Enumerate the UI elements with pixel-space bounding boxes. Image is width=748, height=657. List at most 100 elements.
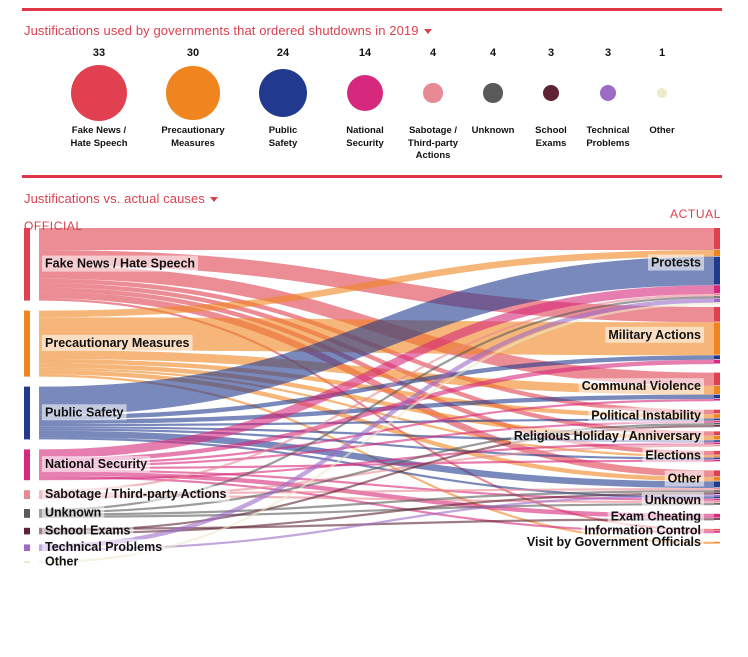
target-segment-exam-cheating-school-exams (714, 518, 720, 520)
bubble-sabotage-third-party-actions[interactable] (423, 83, 443, 103)
target-segment-other-precautionary-measures (714, 477, 720, 481)
target-label-elections: Elections (645, 449, 701, 463)
bubble-label-precautionary-measures: Precautionary Measures (161, 125, 225, 149)
source-node-other[interactable] (24, 561, 30, 564)
flow-sabotage-third-party-actions-to-protests[interactable] (38, 294, 715, 493)
source-node-fake-news-hate-speech[interactable] (24, 228, 30, 301)
target-segment-elections-precautionary-measures (714, 455, 720, 457)
source-label-public-safety-backdrop (42, 404, 127, 421)
flow-school-exams-to-exam-cheating[interactable] (38, 518, 715, 530)
source-label-precautionary-measures: Precautionary Measures (45, 336, 190, 350)
source-node-school-exams[interactable] (24, 527, 30, 535)
target-segment-other-sabotage-third-party-actions (714, 488, 720, 490)
target-label-communal-violence-backdrop (578, 378, 705, 395)
bubble-label-national-security: National Security (346, 125, 384, 149)
flow-national-security-to-religious-holiday-anniversary[interactable] (38, 442, 715, 481)
target-segment-religious-holiday-anniversary-public-safety (714, 440, 720, 442)
flow-national-security-to-protests[interactable] (38, 285, 715, 459)
target-segment-other-public-safety (714, 481, 720, 488)
target-segment-information-control-national-security (714, 531, 720, 533)
flow-public-safety-to-military-actions[interactable] (38, 355, 715, 420)
flow-fake-news-hate-speech-to-other[interactable] (38, 291, 715, 477)
flow-technical-problems-to-protests[interactable] (38, 298, 715, 549)
target-segment-unknown-sabotage-third-party-actions (714, 500, 720, 503)
source-label-public-safety: Public Safety (45, 405, 124, 419)
source-node-unknown[interactable] (24, 509, 30, 518)
target-label-unknown-backdrop (641, 492, 704, 509)
flow-public-safety-to-protests[interactable] (38, 256, 715, 416)
flow-other-to-protests[interactable] (38, 302, 715, 564)
target-segment-unknown-unknown (714, 503, 720, 505)
target-segment-information-control-fake-news-hate-speech (714, 528, 720, 531)
source-node-national-security[interactable] (24, 449, 30, 481)
target-segment-protests-unknown (714, 296, 720, 298)
source-node-technical-problems[interactable] (24, 544, 30, 551)
middle-rule (22, 175, 722, 178)
sankey-section-title[interactable]: Justifications vs. actual causes (24, 191, 218, 206)
bubble-section-title[interactable]: Justifications used by governments that … (24, 23, 432, 38)
flow-unknown-to-other[interactable] (38, 490, 715, 516)
source-node-precautionary-measures[interactable] (24, 310, 30, 377)
sankey-section-title-text: Justifications vs. actual causes (24, 191, 205, 206)
target-label-political-instability: Political Instability (591, 409, 701, 423)
bubble-national-security[interactable] (346, 74, 384, 112)
target-segment-communal-violence-national-security (714, 399, 720, 401)
target-segment-religious-holiday-anniversary-sabotage-third-party-actions (714, 444, 720, 447)
source-label-precautionary-measures-backdrop (42, 334, 193, 351)
target-label-communal-violence: Communal Violence (582, 379, 701, 393)
target-segment-elections-fake-news-hate-speech (714, 450, 720, 455)
flow-national-security-to-military-actions[interactable] (38, 359, 715, 463)
source-label-school-exams: School Exams (45, 523, 130, 537)
source-label-school-exams-backdrop (42, 522, 134, 539)
flow-national-security-to-elections[interactable] (38, 459, 715, 470)
target-segment-unknown-public-safety (714, 496, 720, 499)
target-segment-unknown-national-security (714, 498, 720, 501)
bubble-count-precautionary-measures: 30 (186, 47, 200, 59)
bubble-public-safety[interactable] (259, 69, 307, 117)
chevron-down-icon[interactable] (423, 29, 432, 35)
bubble-other[interactable] (657, 88, 667, 98)
target-segment-communal-violence-fake-news-hate-speech (714, 372, 720, 386)
target-label-military-actions-backdrop (605, 326, 705, 343)
target-segment-protests-national-security (714, 285, 720, 294)
target-label-other-backdrop (664, 470, 705, 487)
target-segment-political-instability-precautionary-measures (714, 414, 720, 418)
flow-national-security-to-political-instability[interactable] (38, 420, 715, 467)
source-node-sabotage-third-party-actions[interactable] (24, 490, 30, 499)
bubble-count-sabotage-third-party-actions: 4 (429, 47, 437, 59)
bubble-technical-problems[interactable] (599, 84, 617, 102)
bubble-count-unknown: 4 (489, 47, 497, 59)
bubble-precautionary-measures[interactable] (166, 66, 220, 120)
bubble-unknown[interactable] (483, 83, 503, 103)
target-segment-protests-precautionary-measures (714, 250, 720, 256)
target-segment-protests-sabotage-third-party-actions (714, 294, 720, 296)
source-label-fake-news-hate-speech: Fake News / Hate Speech (45, 257, 195, 271)
target-label-visit-by-government-officials-backdrop (523, 534, 705, 551)
target-label-elections-backdrop (642, 447, 705, 464)
bubble-school-exams[interactable] (542, 84, 560, 102)
flow-precautionary-measures-to-protests[interactable] (38, 250, 715, 318)
flow-unknown-to-unknown[interactable] (38, 503, 715, 518)
target-segment-visit-by-government-officials-precautionary-measures (714, 541, 720, 544)
bubble-label-school-exams: School Exams (535, 125, 567, 149)
source-node-public-safety[interactable] (24, 386, 30, 440)
target-label-military-actions: Military Actions (608, 328, 701, 342)
source-label-sabotage-third-party-actions-backdrop (42, 485, 230, 502)
target-label-religious-holiday-anniversary-backdrop (510, 428, 705, 445)
target-segment-elections-public-safety (714, 457, 720, 460)
target-segment-political-instability-fake-news-hate-speech (714, 409, 720, 414)
target-segment-military-actions-fake-news-hate-speech (714, 306, 720, 322)
bubble-label-unknown: Unknown (471, 125, 515, 136)
flow-public-safety-to-other[interactable] (38, 430, 715, 488)
target-label-other: Other (668, 471, 701, 485)
target-segment-other-fake-news-hate-speech (714, 470, 720, 477)
target-segment-exam-cheating-national-security (714, 513, 720, 518)
source-label-sabotage-third-party-actions: Sabotage / Third-party Actions (45, 487, 227, 501)
flow-national-security-to-exam-cheating[interactable] (38, 471, 715, 519)
chevron-down-icon[interactable] (209, 197, 218, 203)
bubble-count-fake-news-hate-speech: 33 (92, 47, 106, 59)
target-label-protests-backdrop (647, 254, 705, 271)
bubble-label-public-safety: Public Safety (268, 125, 298, 149)
bubble-fake-news-hate-speech[interactable] (71, 65, 127, 121)
